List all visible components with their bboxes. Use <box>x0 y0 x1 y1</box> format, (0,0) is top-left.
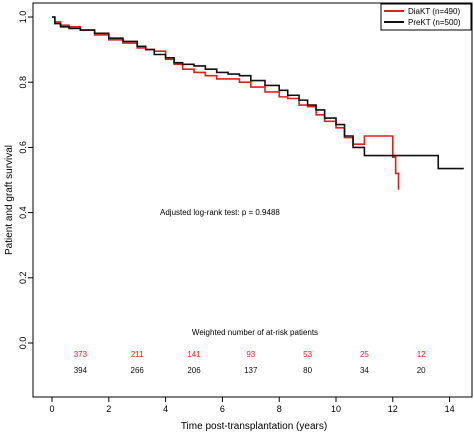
risk-count-prekt: 80 <box>303 366 312 375</box>
risk-count-diakt: 93 <box>246 350 255 359</box>
risk-table-title: Weighted number of at-risk patients <box>192 328 318 337</box>
y-tick-label: 0.0 <box>18 337 28 350</box>
y-tick-label: 0.8 <box>18 76 28 89</box>
legend-box <box>380 3 472 31</box>
series-lines <box>52 16 464 190</box>
risk-count-diakt: 25 <box>360 350 369 359</box>
risk-count-diakt: 373 <box>74 350 88 359</box>
x-tick-label: 4 <box>163 404 168 414</box>
y-tick-label: 1.0 <box>18 11 28 24</box>
legend-label-prekt: PreKT (n=500) <box>408 18 461 27</box>
y-axis-ticks: 0.0 0.2 0.4 0.6 0.8 1.0 <box>18 11 33 350</box>
annotation-logrank: Adjusted log-rank test: p = 0.9488 <box>160 208 280 217</box>
y-axis-label: Patient and graft survival <box>4 145 15 255</box>
risk-count-prekt: 394 <box>74 366 88 375</box>
y-tick-label: 0.6 <box>18 141 28 154</box>
risk-table: 373 211 141 93 53 25 12 394 266 206 137 80 34 20 <box>74 350 426 375</box>
series-line-prekt <box>52 16 464 170</box>
risk-count-diakt: 12 <box>417 350 426 359</box>
risk-count-prekt: 266 <box>131 366 145 375</box>
risk-count-prekt: 34 <box>360 366 369 375</box>
risk-count-diakt: 141 <box>187 350 201 359</box>
y-tick-label: 0.2 <box>18 272 28 285</box>
x-tick-label: 2 <box>106 404 111 414</box>
x-tick-label: 8 <box>277 404 282 414</box>
y-tick-label: 0.4 <box>18 206 28 219</box>
x-tick-label: 10 <box>331 404 341 414</box>
x-tick-label: 12 <box>388 404 398 414</box>
risk-count-diakt: 211 <box>131 350 144 359</box>
legend-label-diakt: DiaKT (n=490) <box>408 7 460 16</box>
risk-count-prekt: 20 <box>417 366 426 375</box>
x-axis-ticks: 0 2 4 6 8 10 12 14 <box>49 397 455 414</box>
plot-frame <box>32 2 473 398</box>
x-tick-label: 0 <box>49 404 54 414</box>
risk-count-prekt: 137 <box>244 366 258 375</box>
risk-count-prekt: 206 <box>187 366 201 375</box>
axes-group <box>32 2 473 398</box>
x-tick-label: 14 <box>445 404 455 414</box>
x-tick-label: 6 <box>220 404 225 414</box>
x-axis-label: Time post-transplantation (years) <box>181 421 327 432</box>
risk-count-diakt: 53 <box>303 350 312 359</box>
legend: DiaKT (n=490) PreKT (n=500) <box>380 3 472 31</box>
